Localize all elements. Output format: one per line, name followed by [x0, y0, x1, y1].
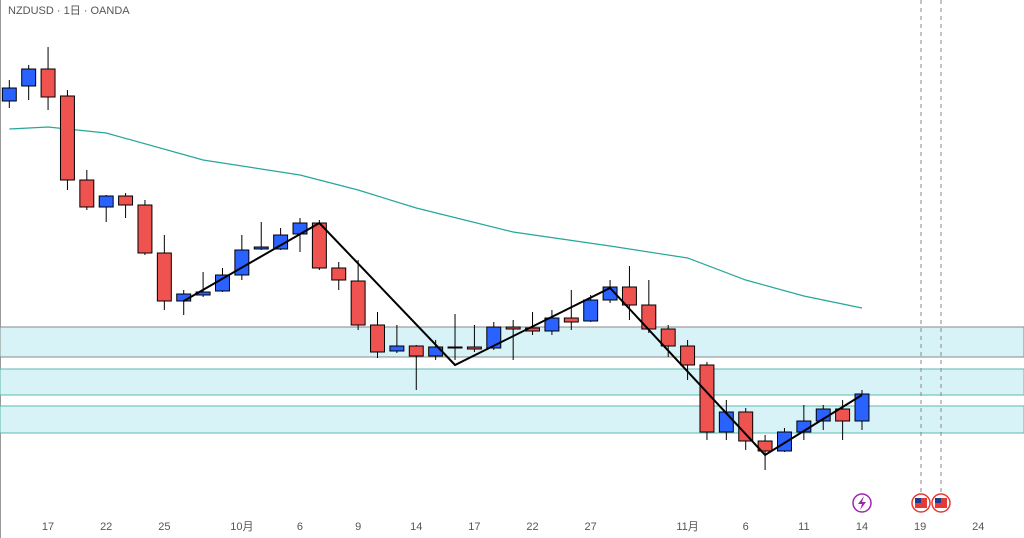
candle-body — [447, 346, 463, 349]
x-tick-label: 22 — [100, 521, 112, 533]
x-tick-label: 11月 — [676, 521, 698, 533]
candle-body — [389, 345, 405, 352]
x-tick-label: 19 — [914, 521, 926, 533]
candle-body — [370, 324, 385, 353]
candle-body — [583, 299, 599, 322]
candle-body — [544, 317, 560, 332]
candle-body — [563, 317, 579, 323]
candle-body — [98, 195, 114, 208]
x-tick-label: 11 — [798, 521, 809, 533]
candle-body — [311, 222, 327, 269]
x-tick-label: 14 — [856, 521, 868, 533]
event-icon[interactable] — [931, 493, 951, 513]
candle-body — [137, 204, 153, 254]
candle-body — [350, 280, 366, 326]
candle-body — [408, 345, 424, 357]
candle-body — [59, 95, 75, 181]
candle-body — [505, 326, 521, 330]
candle-body — [253, 246, 269, 250]
zone — [0, 405, 1024, 434]
candle-body — [214, 274, 230, 292]
zones — [0, 326, 1024, 434]
chart-title: NZDUSD · 1日 · OANDA — [8, 5, 130, 17]
x-tick-label: 14 — [410, 521, 422, 533]
candle-body — [738, 411, 754, 442]
candle-body — [79, 179, 95, 208]
x-tick-label: 6 — [297, 521, 303, 533]
event-icon[interactable] — [852, 493, 872, 513]
candle-body — [428, 346, 444, 357]
candle-body — [835, 408, 851, 422]
candle-body — [854, 393, 870, 422]
candle-body — [466, 346, 482, 350]
candle-body — [718, 411, 734, 433]
moving-average — [9, 126, 863, 309]
candle-body — [621, 286, 637, 306]
candle-body — [21, 68, 37, 87]
x-tick-label: 10月 — [230, 521, 253, 533]
candle-body — [331, 267, 347, 281]
candle-body — [680, 345, 696, 366]
x-tick-label: 17 — [42, 521, 54, 533]
x-tick-label: 27 — [585, 521, 597, 533]
x-tick-label: 9 — [355, 521, 361, 533]
x-tick-label: 6 — [743, 521, 749, 533]
candle-body — [1, 87, 17, 102]
x-tick-label: 17 — [468, 521, 480, 533]
candle-body — [486, 326, 502, 349]
x-tick-label: 22 — [526, 521, 538, 533]
zone — [0, 326, 1024, 358]
x-tick-label: 25 — [158, 521, 170, 533]
event-icon[interactable] — [911, 493, 931, 513]
candle-body — [40, 68, 56, 98]
zigzag-line — [183, 221, 863, 457]
candle-body — [118, 195, 134, 206]
candle-body — [156, 252, 172, 302]
zone — [0, 368, 1024, 396]
candle-body — [776, 431, 792, 452]
x-tick-label: 24 — [972, 521, 984, 533]
candle-body — [757, 440, 773, 452]
plot — [1, 47, 870, 470]
candle-body — [660, 328, 676, 347]
